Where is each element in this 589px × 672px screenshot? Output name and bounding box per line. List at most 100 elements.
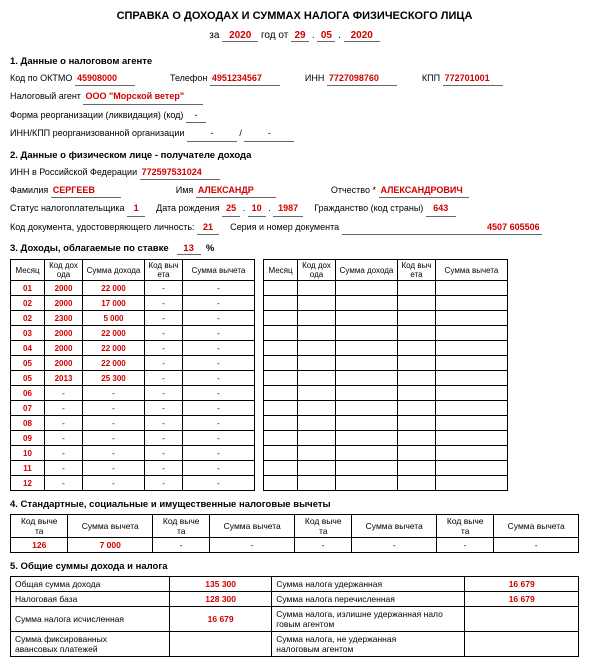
- total-label: Сумма налога удержанная: [272, 577, 465, 592]
- col-header: Сумма дохода: [83, 260, 145, 281]
- cell: [398, 341, 436, 356]
- cell: [436, 401, 508, 416]
- fam-value: СЕРГЕЕВ: [51, 183, 121, 198]
- cell: 17 000: [83, 296, 145, 311]
- cell: [436, 296, 508, 311]
- section5-header: 5. Общие суммы дохода и налога: [10, 561, 579, 572]
- cell: -: [183, 341, 255, 356]
- cell: -: [494, 538, 579, 553]
- cell: -: [183, 401, 255, 416]
- cell: [264, 356, 298, 371]
- total-value: 16 679: [465, 592, 579, 607]
- cell: -: [145, 281, 183, 296]
- tel-value: 4951234567: [210, 71, 280, 86]
- cell: -: [83, 446, 145, 461]
- reorg-label: Форма реорганизации (ликвидация) (код): [10, 110, 183, 120]
- name-value: АЛЕКСАНДР: [196, 183, 276, 198]
- table-row: [264, 371, 508, 386]
- cell: -: [45, 476, 83, 491]
- cell: [298, 371, 336, 386]
- cell: [436, 461, 508, 476]
- table-row: [264, 416, 508, 431]
- kpp-value: 772701001: [443, 71, 503, 86]
- total-value: 128 300: [170, 592, 272, 607]
- col-header: Код вычета: [436, 515, 493, 538]
- patr-label: Отчество *: [331, 185, 376, 195]
- tel-label: Телефон: [170, 73, 207, 83]
- table-row: [264, 296, 508, 311]
- cell: [436, 386, 508, 401]
- table-row: [264, 326, 508, 341]
- cell: -: [45, 401, 83, 416]
- s3-text: 3. Доходы, облагаемые по ставке: [10, 243, 169, 254]
- cell: [298, 446, 336, 461]
- col-header: Сумма вычета: [436, 260, 508, 281]
- cell: -: [183, 416, 255, 431]
- date-day: 29: [291, 30, 309, 42]
- cell: [336, 341, 398, 356]
- agent-value: ООО "Морской ветер": [83, 89, 203, 104]
- cell: -: [145, 416, 183, 431]
- table-row: 07----: [11, 401, 255, 416]
- total-label: Сумма налога исчисленная: [11, 607, 170, 632]
- cell: [298, 296, 336, 311]
- total-value: [465, 632, 579, 657]
- cit-value: 643: [426, 201, 456, 216]
- table-row: 10----: [11, 446, 255, 461]
- col-header: Месяц: [264, 260, 298, 281]
- cell: -: [83, 461, 145, 476]
- row-doc: Код документа, удостоверяющего личность:…: [10, 220, 579, 235]
- table-row: [264, 386, 508, 401]
- cell: [398, 296, 436, 311]
- inn-value: 7727098760: [327, 71, 397, 86]
- cell: [264, 416, 298, 431]
- cell: [398, 461, 436, 476]
- income-table-left: МесяцКод доходаСумма доходаКод вычетаСум…: [10, 259, 255, 491]
- cell: -: [145, 371, 183, 386]
- cell: 02: [11, 296, 45, 311]
- total-label: Налоговая база: [11, 592, 170, 607]
- cell: -: [145, 341, 183, 356]
- table-row: 02200017 000--: [11, 296, 255, 311]
- cell: 09: [11, 431, 45, 446]
- cell: [264, 431, 298, 446]
- col-header: Код вычета: [152, 515, 209, 538]
- table-row: 09----: [11, 431, 255, 446]
- cell: -: [83, 401, 145, 416]
- cell: -: [145, 311, 183, 326]
- total-value: [170, 632, 272, 657]
- total-value: 16 679: [170, 607, 272, 632]
- dob-month: 10: [248, 201, 266, 216]
- cell: [336, 356, 398, 371]
- cell: 10: [11, 446, 45, 461]
- total-label: Сумма налога, излишне удержанная налогов…: [272, 607, 465, 632]
- cell: -: [183, 431, 255, 446]
- table-row: [264, 311, 508, 326]
- col-header: Код дохода: [298, 260, 336, 281]
- inn-label: ИНН: [305, 73, 324, 83]
- cell: [264, 371, 298, 386]
- table-row: [264, 281, 508, 296]
- oktmo-value: 45908000: [75, 71, 135, 86]
- label-za: за: [209, 30, 219, 41]
- total-label: Сумма налога, не удержаннаяналоговым аге…: [272, 632, 465, 657]
- cell: [264, 326, 298, 341]
- cell: [336, 371, 398, 386]
- cell: [336, 431, 398, 446]
- cell: [398, 281, 436, 296]
- agent-label: Налоговый агент: [10, 91, 81, 101]
- pct-label: %: [206, 243, 214, 254]
- patr-value: АЛЕКСАНДРОВИЧ: [379, 183, 469, 198]
- cell: 22 000: [83, 341, 145, 356]
- cell: -: [183, 296, 255, 311]
- cell: 22 000: [83, 281, 145, 296]
- cell: [398, 431, 436, 446]
- cell: -: [183, 386, 255, 401]
- reorg-inn-label: ИНН/КПП реорганизованной организации: [10, 128, 184, 138]
- cell: 05: [11, 356, 45, 371]
- row-status: Статус налогоплательщика 1 Дата рождения…: [10, 201, 579, 216]
- col-header: Месяц: [11, 260, 45, 281]
- deductions-table: Код вычетаСумма вычетаКод вычетаСумма вы…: [10, 514, 579, 553]
- cell: [398, 311, 436, 326]
- table-row: 01200022 000--: [11, 281, 255, 296]
